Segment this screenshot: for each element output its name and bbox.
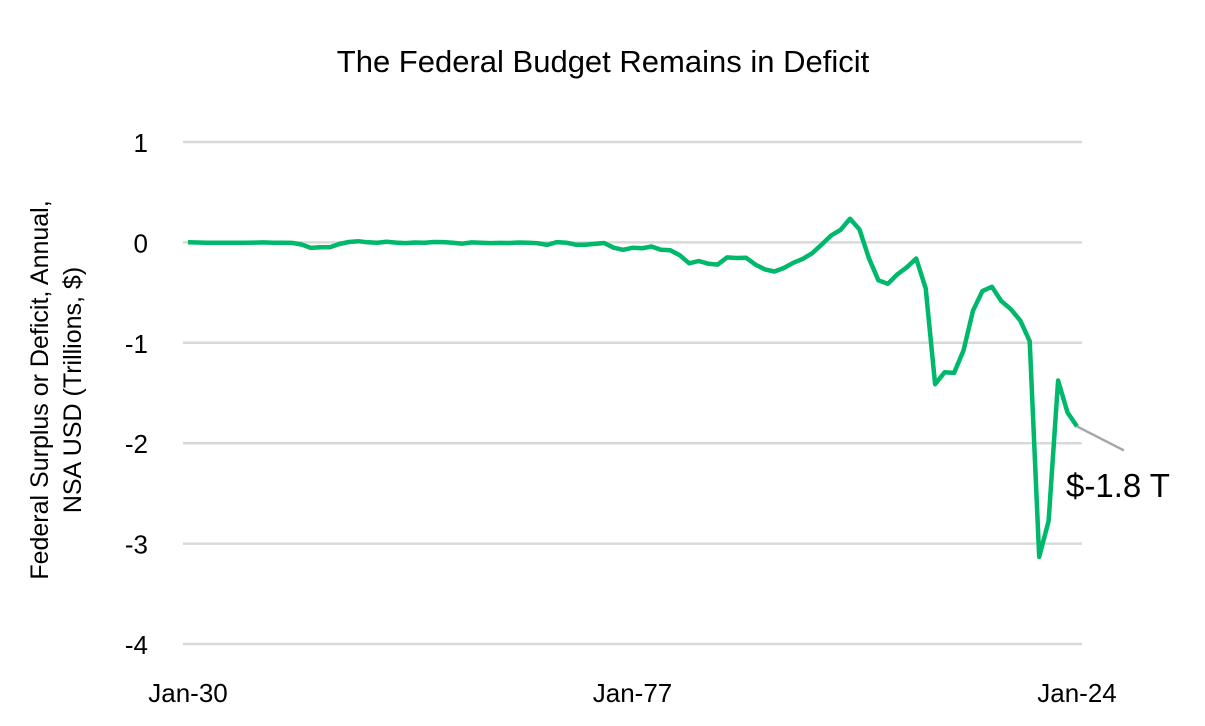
y-tick-label: -4 <box>125 630 148 660</box>
gridlines <box>183 140 1082 646</box>
annotation: $-1.8 T <box>1066 425 1170 504</box>
y-axis-label: Federal Surplus or Deficit, Annual, NSA … <box>26 200 87 579</box>
x-tick-label: Jan-30 <box>148 678 228 708</box>
x-tick-labels: Jan-30 Jan-77 Jan-24 <box>148 678 1117 708</box>
chart-title: The Federal Budget Remains in Deficit <box>337 44 870 79</box>
y-tick-label: -2 <box>125 429 148 459</box>
y-tick-label: 1 <box>134 128 148 158</box>
x-tick-label: Jan-24 <box>1037 678 1117 708</box>
annotation-label: $-1.8 T <box>1066 467 1170 504</box>
x-tick-label: Jan-77 <box>593 678 673 708</box>
series-layer <box>187 216 1079 560</box>
y-tick-label: -3 <box>125 530 148 560</box>
y-tick-label: 0 <box>134 228 148 258</box>
y-tick-labels: 1 0 -1 -2 -3 -4 <box>125 128 148 660</box>
annotation-leader-line <box>1076 425 1125 452</box>
y-axis-label-line-2: NSA USD (Trillions, $) <box>59 267 87 513</box>
series-line <box>187 216 1079 560</box>
y-tick-label: -1 <box>125 329 148 359</box>
y-axis-label-line-1: Federal Surplus or Deficit, Annual, <box>26 200 54 579</box>
